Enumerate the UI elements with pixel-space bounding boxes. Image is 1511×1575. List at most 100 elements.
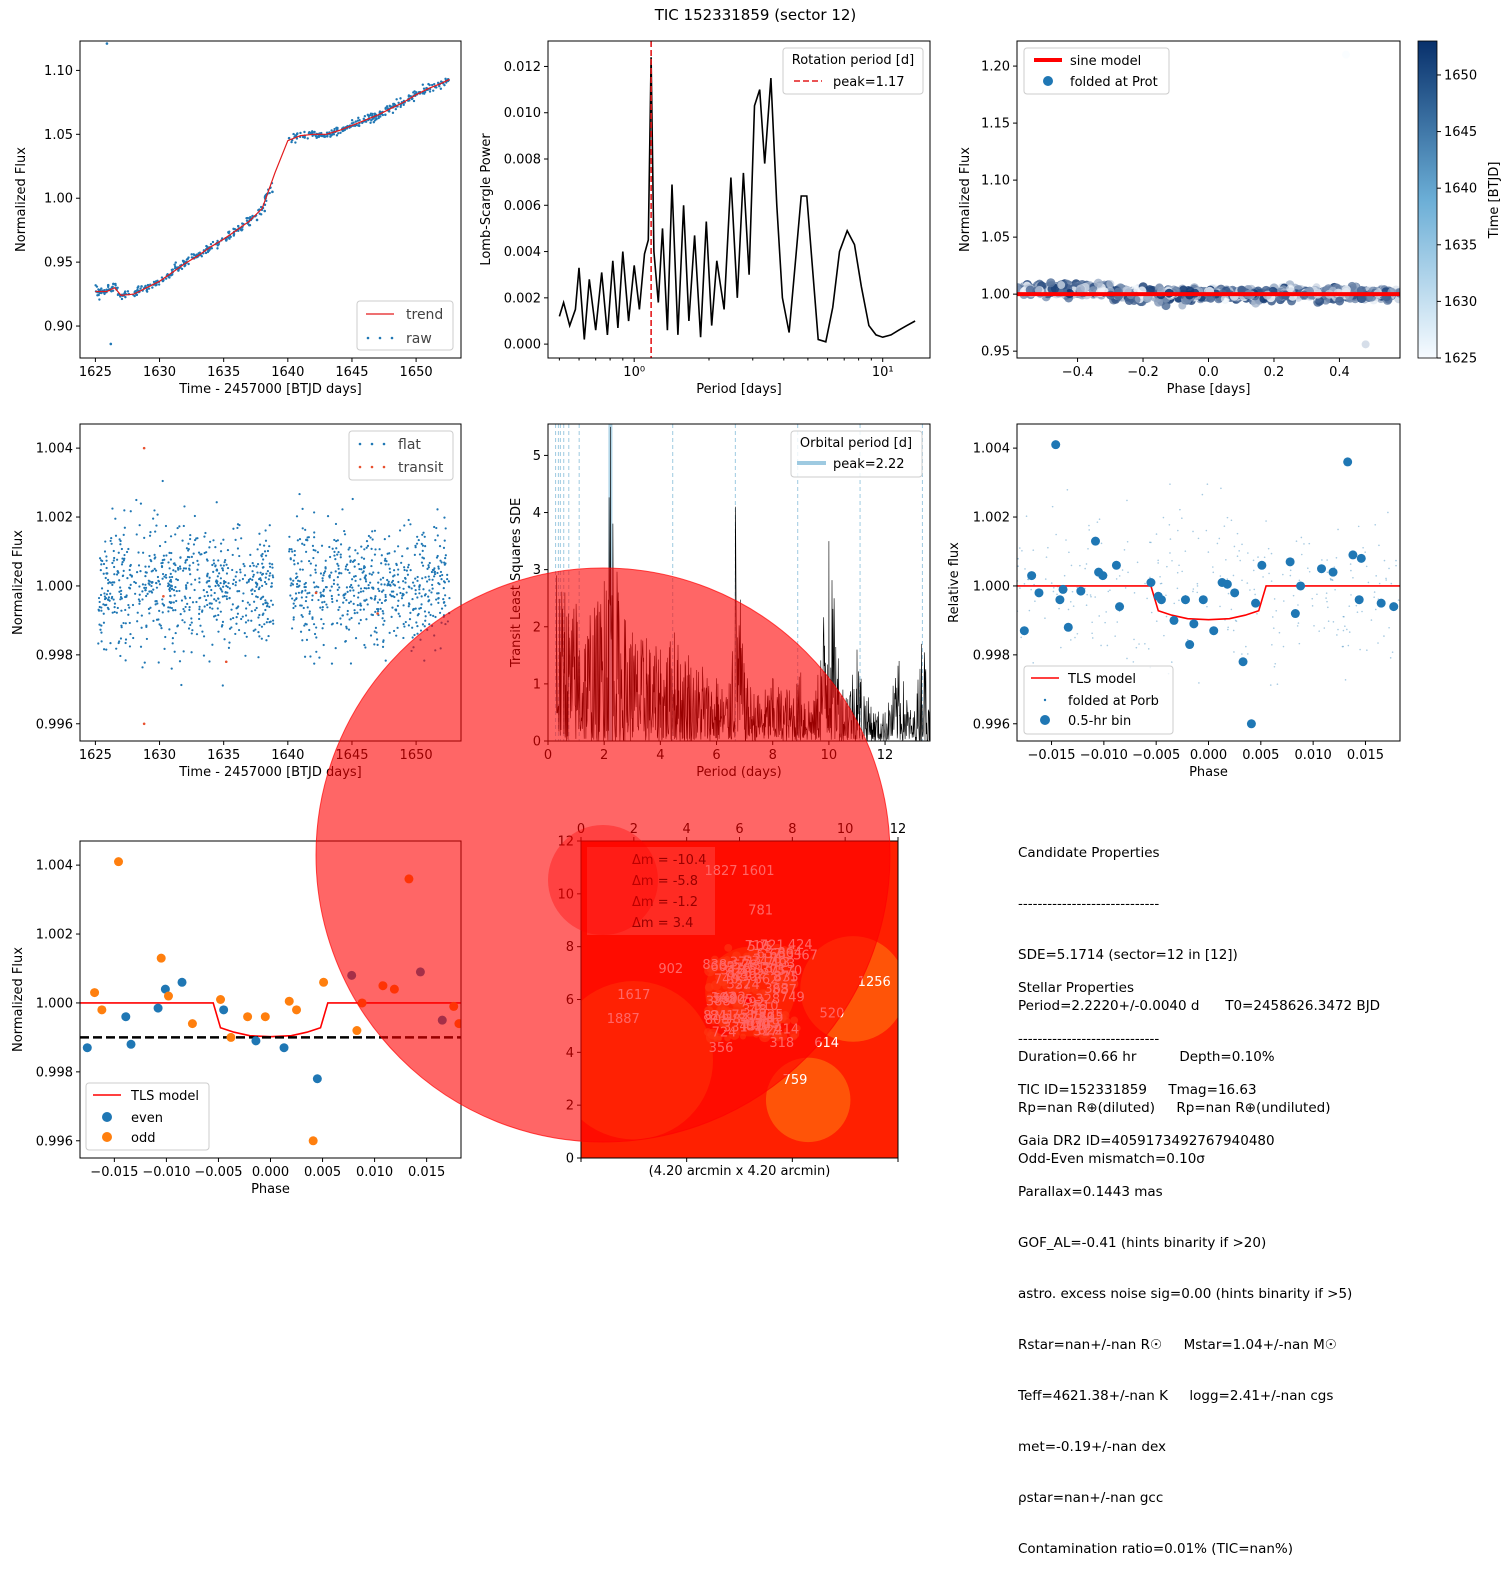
flat-point [208,660,211,663]
flat-point [221,620,225,624]
flat-point [155,524,158,527]
raw-point [389,105,393,108]
flat-point [424,619,427,622]
flat-point [243,632,246,635]
flat-point [180,683,183,687]
flat-point [427,611,431,614]
y-tick-label: 0.996 [36,717,73,732]
binned-point [1019,626,1029,636]
flat-point [132,636,135,640]
folded-point [1124,587,1127,589]
binned-point [1115,602,1125,612]
x-tick-label: 1635 [207,748,240,763]
flat-point [124,641,127,645]
flat-point [138,602,141,605]
folded-point [1307,567,1309,569]
flat-point [141,598,144,601]
flat-point [157,618,160,621]
flat-point [215,568,219,571]
folded-point [1311,597,1314,600]
folded-point [1252,559,1255,562]
folded-point [1088,529,1090,531]
flat-point [234,632,237,636]
flat-point [388,567,391,570]
flat-point [322,574,325,577]
y-tick-label: 0.004 [504,245,541,260]
flat-point [181,539,184,542]
raw-point [110,290,113,293]
flat-point [443,516,446,519]
flat-point [313,662,316,665]
binned-point [1055,595,1065,605]
folded-point [1365,565,1368,568]
flat-point [375,631,378,634]
y-tick-label: 1.00 [44,192,73,207]
folded-point [1282,600,1285,602]
flat-point [349,560,352,564]
folded-point [1276,683,1279,685]
flat-point [99,628,102,631]
flat-point [118,590,121,593]
flat-point [119,654,122,658]
flat-point [215,618,218,621]
flat-point [305,538,308,542]
flat-point [345,586,349,589]
raw-point [350,119,354,122]
flat-point [184,597,187,600]
flat-point [336,583,339,586]
flat-point [252,629,255,632]
flat-point [315,626,318,629]
flat-point [405,569,408,572]
raw-point [209,243,213,246]
flat-point [394,608,398,611]
folded-point [1132,295,1141,304]
flat-point [416,614,419,617]
x-tick-label: 0.2 [1264,365,1285,380]
folded-point [1028,609,1031,612]
x-tick-label: 1630 [143,748,176,763]
flat-point [300,614,303,617]
flat-point [147,582,150,585]
raw-point [263,209,267,213]
flat-point [116,558,119,561]
folded-point [1361,610,1363,613]
flat-point [370,573,373,576]
folded-point [1157,562,1159,564]
stellar-line: ρstar=nan+/-nan gcc [1018,1490,1164,1506]
flat-point [130,575,133,578]
raw-point [384,113,387,117]
flat-point [272,576,275,579]
flat-point [336,562,339,565]
legend-marker-transit [358,465,362,469]
flat-point [414,589,417,592]
flat-point [169,594,172,597]
flat-point [103,550,107,553]
folded-point [1098,518,1101,521]
x-tick-label: 10¹ [872,365,894,380]
flat-point [125,594,128,597]
raw-point [227,230,230,234]
flat-point [344,565,348,568]
flat-point [383,599,387,602]
folded-point [1070,564,1073,567]
flat-point [127,603,130,607]
flat-point [346,609,349,613]
flat-point [306,536,309,539]
flat-point [443,563,446,566]
flat-point [188,556,191,559]
folded-point [1150,541,1152,544]
flat-point [374,597,377,600]
flat-point [180,599,184,602]
flat-point [351,497,354,501]
raw-point [233,228,237,231]
flat-point [170,667,173,670]
flat-point [109,581,113,584]
flat-point [208,576,211,579]
flat-point [151,569,155,572]
flat-point [312,556,315,560]
flat-point [343,596,346,599]
odd-point [216,995,226,1004]
axes-lc_raw: 1625 1630 1635 1640 1645 16500.900.951.001.05… [14,40,462,397]
flat-point [321,601,324,604]
flat-point [266,617,269,621]
